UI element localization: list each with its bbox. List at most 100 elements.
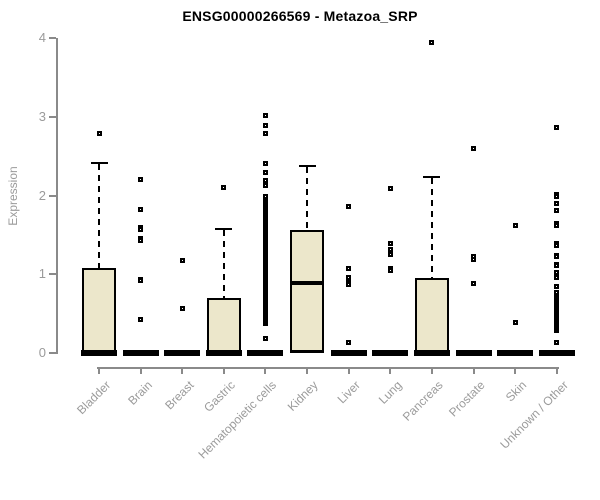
outlier-point <box>554 193 560 199</box>
x-tick <box>472 368 475 374</box>
zero-median-bar <box>205 350 242 356</box>
outlier-point <box>554 222 560 228</box>
median-line <box>292 280 323 285</box>
outlier-point <box>346 274 352 280</box>
zero-median-bar <box>455 350 492 356</box>
x-axis-label-liver: Liver <box>334 378 363 407</box>
x-tick <box>514 368 517 374</box>
zero-median-bar <box>538 350 575 356</box>
x-tick <box>306 368 309 374</box>
x-axis-label-bladder: Bladder <box>73 378 113 418</box>
outlier-point <box>262 130 268 136</box>
x-tick <box>139 368 142 374</box>
x-tick <box>98 368 100 374</box>
outlier-point <box>554 274 560 280</box>
outlier-point <box>346 340 352 346</box>
box-bladder <box>82 267 116 353</box>
outlier-point <box>138 316 144 322</box>
x-tick <box>347 368 350 374</box>
outlier-point <box>179 305 185 311</box>
outlier-point <box>387 241 393 246</box>
whisker <box>430 177 433 279</box>
outlier-point <box>138 207 144 213</box>
x-tick <box>389 368 392 374</box>
x-axis-label-breast: Breast <box>161 378 197 413</box>
zero-median-bar <box>164 350 201 356</box>
y-tick-label: 2 <box>38 187 46 203</box>
outlier-point <box>554 208 560 213</box>
outlier-point <box>138 237 144 243</box>
outlier-point <box>262 178 268 183</box>
x-axis-label-lung: Lung <box>375 378 405 407</box>
outlier-point <box>387 267 393 273</box>
y-axis-line <box>56 38 58 354</box>
x-tick <box>222 368 225 374</box>
whisker-cap <box>423 175 441 178</box>
outlier-point <box>387 247 393 253</box>
outlier-point <box>554 340 560 346</box>
outlier-point <box>221 185 227 191</box>
y-tick <box>49 352 56 354</box>
outlier-point <box>138 278 144 284</box>
whisker <box>98 163 100 268</box>
outlier-point <box>138 177 144 183</box>
outlier-point <box>262 112 268 118</box>
outlier-point <box>471 145 476 151</box>
x-axis-label-hematopoietic-cells: Hematopoietic cells <box>195 378 280 462</box>
y-tick <box>49 37 56 39</box>
box-pancreas <box>414 278 449 353</box>
whisker <box>306 166 309 231</box>
outlier-point <box>512 319 518 325</box>
zero-median-bar <box>81 350 117 356</box>
outlier-point <box>346 266 352 272</box>
outlier-point <box>262 122 268 128</box>
x-axis-line <box>97 367 559 369</box>
y-tick-label: 4 <box>38 30 46 45</box>
x-axis-label-gastric: Gastric <box>200 378 238 415</box>
x-tick <box>181 368 184 374</box>
x-axis-label-pancreas: Pancreas <box>400 378 446 424</box>
x-axis-label-kidney: Kidney <box>285 378 322 414</box>
outlier-point <box>554 270 560 276</box>
outlier-point <box>554 124 560 130</box>
y-tick-label: 1 <box>38 266 46 282</box>
box-gastric <box>206 297 241 353</box>
outlier-point <box>262 182 268 188</box>
box-kidney <box>290 230 325 353</box>
outlier-point <box>346 204 352 209</box>
outlier-point <box>554 200 560 206</box>
x-axis-label-brain: Brain <box>124 378 155 408</box>
zero-median-bar <box>330 350 367 356</box>
x-tick <box>264 368 267 374</box>
outlier-point <box>554 242 560 248</box>
outlier-point <box>387 185 393 191</box>
zero-median-bar <box>372 350 409 356</box>
whisker-cap <box>90 161 108 164</box>
chart-title: ENSG00000266569 - Metazoa_SRP <box>182 8 418 24</box>
outlier-point <box>554 290 560 296</box>
outlier-point <box>96 130 102 136</box>
outlier-point <box>262 160 268 166</box>
outlier-point <box>554 254 560 260</box>
zero-median-bar <box>122 350 159 356</box>
y-tick <box>49 273 56 276</box>
whisker <box>222 229 225 298</box>
whisker-cap <box>298 164 316 167</box>
y-tick-label: 0 <box>38 345 46 360</box>
x-tick <box>430 368 433 374</box>
zero-median-bar <box>497 350 534 356</box>
outlier-point <box>554 263 560 269</box>
y-tick <box>49 115 56 118</box>
zero-median-bar <box>413 350 450 356</box>
outlier-point <box>429 40 435 46</box>
y-axis-label: Expression <box>6 166 20 226</box>
outlier-point <box>262 170 268 176</box>
outlier-point <box>512 222 518 228</box>
outlier-point <box>471 281 476 287</box>
outlier-point <box>262 194 268 200</box>
x-tick <box>555 368 558 374</box>
y-tick-label: 3 <box>38 108 46 124</box>
outlier-point <box>138 226 144 232</box>
outlier-point <box>262 335 268 341</box>
